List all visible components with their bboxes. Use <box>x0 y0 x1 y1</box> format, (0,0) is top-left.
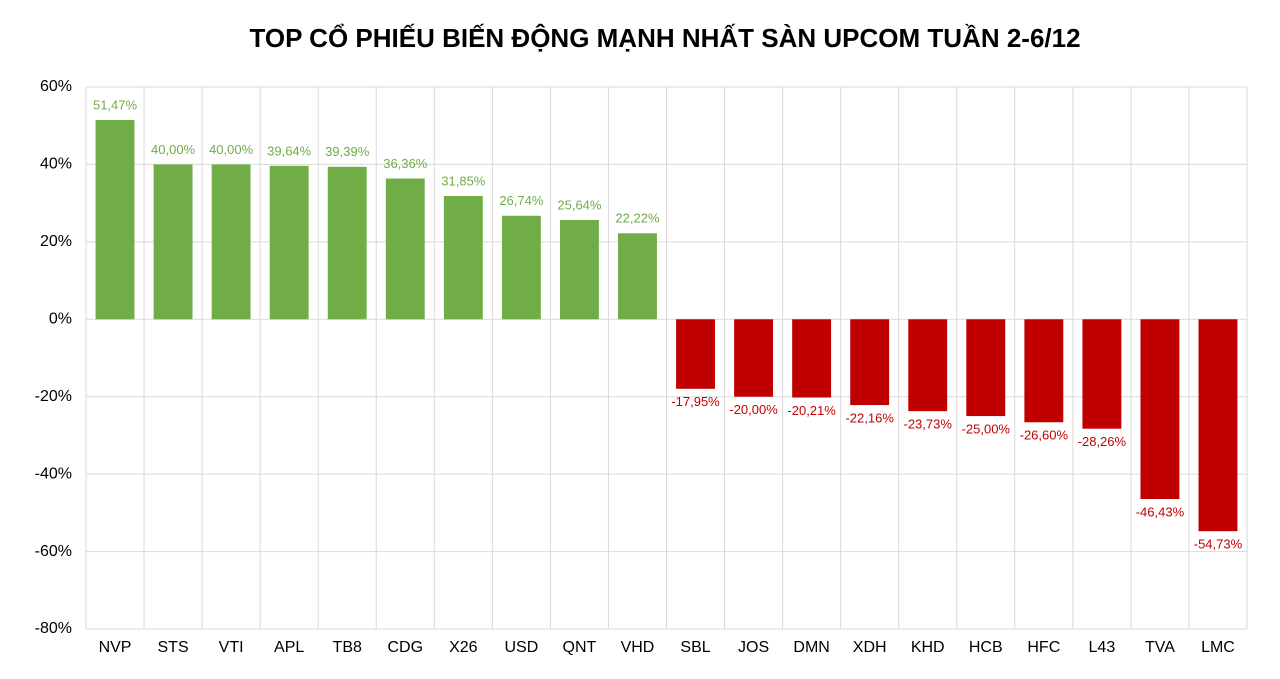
y-tick-label: -20% <box>35 388 72 405</box>
bar <box>850 319 890 406</box>
bar <box>1198 319 1238 532</box>
bar <box>443 195 483 320</box>
value-label: 39,64% <box>267 143 312 158</box>
value-label: -54,73% <box>1194 537 1243 552</box>
bar <box>676 319 715 389</box>
x-tick-label: HFC <box>1027 639 1060 656</box>
bar <box>1140 319 1180 500</box>
x-tick-label: TVA <box>1145 639 1175 656</box>
x-tick-label: STS <box>158 639 189 656</box>
value-label: 36,36% <box>383 156 428 171</box>
value-label: -20,00% <box>729 402 778 417</box>
value-label: 26,74% <box>499 193 544 208</box>
x-tick-label: VHD <box>621 639 655 656</box>
x-tick-label: LMC <box>1201 639 1235 656</box>
x-tick-label: KHD <box>911 639 945 656</box>
value-label: -22,16% <box>845 411 894 426</box>
value-label: -46,43% <box>1136 504 1185 519</box>
y-tick-label: 20% <box>40 233 72 250</box>
value-label: -17,95% <box>671 394 720 409</box>
y-tick-label: 60% <box>40 78 72 95</box>
bar <box>327 166 367 320</box>
y-tick-label: 40% <box>40 156 72 173</box>
value-label: 22,22% <box>615 211 660 226</box>
value-label: 25,64% <box>557 197 602 212</box>
value-label: -28,26% <box>1078 434 1127 449</box>
bar <box>1082 319 1122 429</box>
x-tick-label: SBL <box>680 639 710 656</box>
bar <box>792 319 832 398</box>
x-tick-label: DMN <box>793 639 829 656</box>
bar <box>618 233 657 320</box>
value-label: -25,00% <box>962 422 1011 437</box>
value-label: 40,00% <box>151 142 196 157</box>
chart-title: TOP CỔ PHIẾU BIẾN ĐỘNG MẠNH NHẤT SÀN UPC… <box>249 23 1080 53</box>
y-tick-label: -60% <box>35 543 72 560</box>
bar <box>908 319 948 412</box>
bar <box>269 165 309 320</box>
value-label: 51,47% <box>93 97 138 112</box>
value-label: 31,85% <box>441 173 486 188</box>
y-tick-label: -40% <box>35 465 72 482</box>
value-label: -23,73% <box>904 417 953 432</box>
bar <box>501 215 541 320</box>
y-tick-label: -80% <box>35 620 72 637</box>
value-label: -26,60% <box>1020 428 1069 443</box>
x-tick-label: QNT <box>563 639 597 656</box>
x-tick-label: APL <box>274 639 304 656</box>
x-tick-label: JOS <box>738 639 769 656</box>
x-tick-label: XDH <box>853 639 887 656</box>
bar <box>559 220 599 320</box>
value-label: 39,39% <box>325 144 370 159</box>
bar <box>211 164 251 320</box>
y-tick-label: 0% <box>49 311 72 328</box>
bar <box>1024 319 1064 423</box>
x-tick-label: HCB <box>969 639 1003 656</box>
bar <box>385 178 425 320</box>
x-tick-label: CDG <box>387 639 423 656</box>
bar <box>153 164 193 320</box>
x-tick-label: VTI <box>219 639 244 656</box>
bar <box>734 319 774 397</box>
value-label: -20,21% <box>787 403 836 418</box>
x-tick-label: L43 <box>1089 639 1116 656</box>
x-tick-label: NVP <box>99 639 132 656</box>
bar <box>95 120 135 320</box>
x-tick-label: USD <box>504 639 538 656</box>
value-label: 40,00% <box>209 142 254 157</box>
x-tick-label: X26 <box>449 639 478 656</box>
x-tick-label: TB8 <box>333 639 362 656</box>
bar <box>966 319 1006 417</box>
